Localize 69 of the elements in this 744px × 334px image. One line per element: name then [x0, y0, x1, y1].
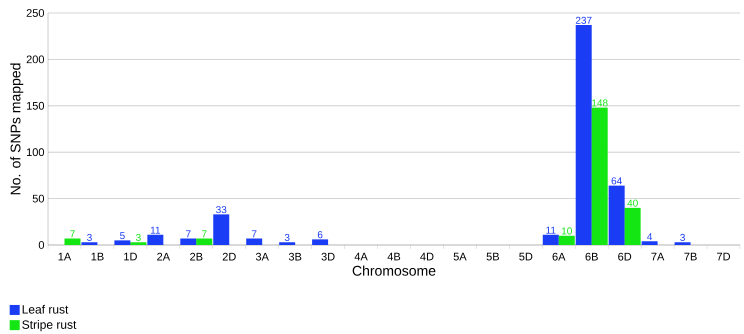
bar [147, 234, 164, 245]
x-tick-label: 6A [552, 252, 566, 261]
data-label: 11 [546, 226, 556, 234]
bar [608, 186, 625, 245]
x-tick-label: 7B [684, 252, 697, 260]
data-label: 6 [318, 231, 322, 238]
x-tick-label: 1A [58, 252, 72, 260]
x-tick-label: 5A [454, 252, 467, 260]
legend-label: Leaf rust [22, 304, 68, 314]
data-label: 3 [87, 234, 92, 241]
data-label: 10 [562, 227, 572, 235]
x-axis-title: Chromosome [352, 265, 436, 276]
bar [196, 238, 212, 245]
data-label: 11 [150, 226, 160, 234]
x-tick-label: 6D [618, 252, 632, 261]
data-label: 7 [202, 230, 207, 238]
x-tick-label: 6B [586, 252, 598, 261]
data-label: 237 [576, 16, 592, 24]
x-tick-label: 3A [256, 252, 269, 261]
bar [246, 238, 262, 245]
data-label: 5 [120, 232, 125, 240]
data-label: 3 [284, 234, 290, 241]
x-tick-label: 5D [519, 252, 532, 260]
x-tick-label: 7D [717, 252, 730, 260]
bar [576, 25, 592, 245]
y-tick-label: 50 [32, 194, 44, 202]
x-tick-label: 1D [124, 252, 137, 260]
y-axis-title: No. of SNPs mapped [10, 64, 24, 194]
data-label: 64 [612, 177, 622, 184]
bar [114, 240, 130, 245]
data-label: 7 [70, 230, 75, 238]
x-tick-label: 4D [420, 252, 434, 260]
x-tick-label: 2A [157, 252, 170, 260]
bar [81, 242, 98, 245]
x-tick-label: 2D [222, 252, 236, 260]
x-tick-label: 3B [288, 252, 302, 261]
bar [642, 241, 658, 245]
data-label: 148 [592, 99, 608, 106]
data-label: 4 [647, 233, 652, 240]
data-label: 7 [252, 230, 256, 238]
data-label: 7 [186, 230, 191, 238]
y-tick-label: 0 [38, 241, 44, 249]
bar [312, 239, 328, 245]
bar [213, 214, 230, 245]
legend-label: Stripe rust [22, 320, 76, 332]
x-tick-label: 5B [486, 252, 500, 260]
bar [279, 242, 296, 245]
data-label: 3 [680, 234, 685, 241]
y-tick-label: 250 [26, 9, 44, 17]
bar [130, 242, 146, 245]
x-tick-label: 2B [190, 252, 202, 260]
y-tick-label: 100 [26, 148, 44, 156]
bar [64, 238, 80, 245]
y-tick-label: 150 [26, 102, 44, 110]
x-tick-label: 3D [321, 252, 335, 261]
y-tick-label: 200 [26, 56, 44, 64]
data-label: 33 [216, 206, 226, 214]
bar [592, 108, 608, 245]
bar [624, 208, 641, 245]
x-tick-label: 1B [92, 252, 104, 260]
bar [558, 236, 575, 245]
x-tick-label: 4A [354, 252, 368, 260]
data-label: 40 [627, 200, 638, 207]
bar [542, 234, 559, 245]
data-label: 3 [136, 234, 141, 241]
bar [180, 238, 196, 245]
bar [674, 242, 691, 245]
x-tick-label: 4B [388, 252, 400, 260]
x-tick-label: 7A [651, 252, 664, 260]
